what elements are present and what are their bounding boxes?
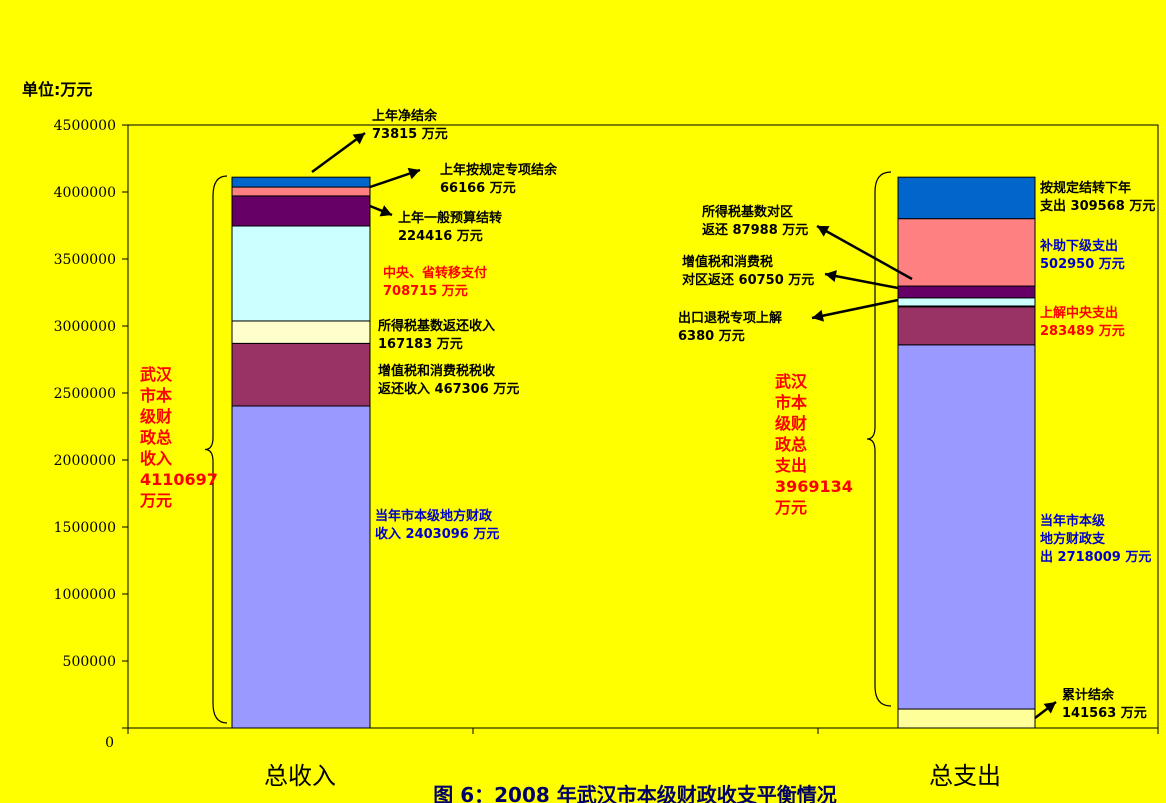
data-label: 141563 万元: [1062, 706, 1147, 721]
annotation-arrowhead: [812, 309, 824, 322]
bars: [231, 176, 1036, 729]
annotation-arrowhead: [817, 226, 830, 237]
total-label: 级财: [775, 414, 807, 433]
annotation-arrowhead: [352, 133, 365, 145]
bar-segment: [897, 218, 1036, 287]
annotation-arrowhead: [825, 270, 837, 282]
data-label: 出 2718009 万元: [1040, 549, 1151, 565]
data-label: 6380 万元: [678, 329, 745, 344]
data-label: 66166 万元: [440, 181, 516, 196]
data-label: 当年市本级: [1040, 513, 1106, 529]
y-tick-label: 3500000: [54, 252, 116, 268]
data-label: 按规定结转下年: [1040, 180, 1131, 196]
data-label: 地方财政支: [1040, 531, 1106, 547]
total-label: 市本: [775, 393, 807, 412]
bar-segment: [231, 342, 371, 407]
y-tick-label: 0: [105, 735, 114, 751]
data-label: 返还收入 467306 万元: [378, 381, 519, 397]
y-tick-label: 500000: [63, 654, 116, 670]
y-tick-label: 1000000: [54, 587, 116, 603]
total-label: 3969134: [775, 477, 853, 496]
data-label: 283489 万元: [1040, 324, 1125, 339]
total-brace: [204, 175, 228, 724]
data-label: 上解中央支出: [1040, 305, 1118, 321]
data-label: 支出 309568 万元: [1039, 198, 1155, 214]
data-label: 73815 万元: [372, 127, 448, 142]
y-axis-unit-label: 单位:万元: [22, 80, 92, 99]
total-label: 万元: [774, 498, 807, 517]
y-axis-ticks: 0 500000 1000000 1500000 2000000 2500000 30000…: [54, 118, 1159, 751]
y-tick-label: 4500000: [54, 118, 116, 134]
data-label: 167183 万元: [378, 337, 463, 352]
total-brace: [866, 171, 892, 707]
total-label: 武汉: [140, 365, 173, 384]
chart-title: 图 6：2008 年武汉市本级财政收支平衡情况: [433, 783, 837, 803]
x-tick-label-expenditure: 总支出: [929, 762, 1001, 790]
annotation-arrow: [816, 224, 913, 281]
data-label: 增值税和消费税: [682, 254, 773, 270]
annotation-arrow: [824, 272, 899, 290]
data-label: 上年按规定专项结余: [440, 162, 558, 178]
total-label: 级财: [140, 407, 172, 426]
data-label: 上年净结余: [372, 108, 438, 124]
total-label: 4110697: [140, 470, 218, 489]
data-label: 增值税和消费税税收: [378, 363, 496, 379]
total-label: 支出: [774, 456, 807, 475]
y-tick-label: 1500000: [54, 520, 116, 536]
data-label: 对区返还 60750 万元: [682, 272, 814, 288]
bar-segment: [897, 285, 1036, 299]
bar-segment: [231, 225, 371, 322]
total-label: 政总: [775, 435, 807, 454]
bar-segment: [231, 320, 371, 344]
y-tick-label: 3000000: [54, 319, 116, 335]
total-label: 政总: [140, 428, 172, 447]
data-label: 收入 2403096 万元: [375, 526, 499, 542]
bar-segment: [897, 297, 1036, 307]
bar-segment: [897, 708, 1036, 729]
total-label: 武汉: [775, 372, 808, 391]
total-label: 收入: [140, 449, 172, 468]
bar-segment: [897, 344, 1036, 710]
y-tick-label: 2000000: [54, 453, 116, 469]
data-label: 累计结余: [1062, 687, 1115, 703]
data-label: 502950 万元: [1040, 257, 1125, 272]
data-label: 所得税基数对区: [702, 204, 793, 220]
data-label: 补助下级支出: [1039, 238, 1118, 254]
bar-segment: [231, 405, 371, 729]
annotation-arrowhead: [407, 167, 420, 180]
x-tick-label-revenue: 总收入: [264, 762, 336, 790]
annotation-arrowhead: [379, 205, 392, 217]
data-label: 上年一般预算结转: [398, 210, 502, 226]
data-label: 中央、省转移支付: [383, 265, 487, 281]
y-tick-label: 4000000: [54, 185, 116, 201]
total-label: 市本: [140, 386, 172, 405]
bar-segment: [897, 176, 1036, 220]
data-label: 当年市本级地方财政: [375, 508, 493, 524]
bar-segment: [231, 176, 371, 188]
data-label: 返还 87988 万元: [702, 222, 808, 238]
bar-segment: [231, 186, 371, 197]
data-label: 所得税基数返还收入: [378, 318, 495, 334]
total-label: 万元: [139, 491, 172, 510]
data-label: 224416 万元: [398, 229, 483, 244]
bar-segment: [231, 195, 371, 227]
annotation-arrow: [811, 298, 899, 320]
bar-segment: [897, 306, 1036, 346]
data-label: 708715 万元: [383, 284, 468, 299]
annotation-arrowhead: [1043, 702, 1056, 714]
data-label: 出口退税专项上解: [678, 310, 782, 326]
y-tick-label: 2500000: [54, 386, 116, 402]
